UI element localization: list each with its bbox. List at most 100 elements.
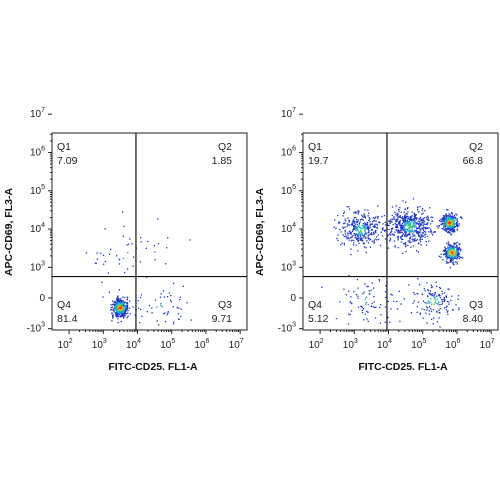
event-dot [458, 307, 460, 309]
event-dot [416, 306, 418, 308]
event-dot [335, 227, 337, 229]
event-dot [432, 292, 434, 295]
event-dot [450, 248, 452, 251]
event-dot [403, 220, 406, 222]
event-dot [353, 227, 355, 229]
event-dot [359, 219, 362, 221]
q1-name: Q1 [308, 141, 322, 153]
event-dot [401, 231, 403, 233]
event-dot [453, 253, 455, 256]
event-dot [460, 249, 462, 251]
event-dot [430, 308, 432, 310]
event-dot [364, 231, 366, 233]
event-dot [411, 218, 413, 221]
event-dot [351, 222, 353, 224]
event-dot [172, 323, 175, 325]
event-dot [459, 250, 462, 252]
event-dot [124, 312, 126, 314]
event-dot [360, 233, 362, 235]
event-dot [419, 216, 422, 218]
event-dot [104, 260, 106, 263]
event-dot [400, 229, 402, 231]
event-dot [357, 237, 360, 239]
event-dot [397, 222, 400, 224]
event-dot [363, 235, 365, 237]
event-dot [391, 230, 393, 232]
event-dot [455, 251, 457, 254]
event-dot [408, 232, 410, 234]
event-dot [443, 223, 445, 225]
event-dot [421, 293, 424, 295]
event-dot [449, 227, 451, 229]
event-dot [453, 242, 455, 244]
event-dot [415, 221, 417, 224]
event-dot [403, 221, 405, 223]
event-dot [416, 311, 418, 314]
event-dot [406, 220, 408, 222]
y-tick-label: 103 [30, 260, 45, 273]
event-dot [351, 239, 353, 241]
event-dot [395, 224, 397, 226]
event-dot [434, 231, 436, 233]
event-dot [371, 302, 373, 305]
event-dot [438, 301, 440, 303]
event-dot [163, 296, 165, 298]
event-dot [127, 310, 129, 312]
event-dot [391, 206, 394, 208]
event-dot [456, 214, 458, 216]
event-dot [445, 253, 447, 255]
event-dot [419, 232, 421, 234]
event-dot [377, 234, 379, 236]
event-dot [404, 228, 406, 230]
event-dot [355, 221, 358, 223]
y-tick-label: 104 [30, 222, 45, 235]
event-dot [446, 258, 448, 260]
event-dot [404, 218, 406, 221]
event-dot [398, 290, 400, 292]
event-dot [448, 228, 451, 230]
event-dot [122, 296, 124, 298]
event-dot [427, 289, 429, 291]
event-dot [419, 230, 421, 232]
event-dot [178, 307, 180, 309]
event-dot [422, 212, 424, 214]
event-dot [423, 230, 426, 233]
event-dot [350, 253, 352, 256]
event-dot [422, 221, 424, 224]
event-dot [343, 211, 346, 213]
event-dot [405, 213, 407, 215]
event-dot [365, 247, 367, 249]
event-dot [449, 215, 451, 218]
event-dot [384, 230, 386, 232]
event-dot [453, 223, 455, 225]
event-dot [456, 244, 458, 246]
event-dot [344, 233, 346, 235]
event-dot [140, 308, 142, 311]
event-dot [359, 234, 361, 236]
event-dot [376, 227, 379, 229]
event-dot [448, 230, 450, 233]
event-dot [413, 219, 415, 222]
event-dot [355, 236, 357, 238]
event-dot [426, 218, 428, 220]
event-dot [133, 256, 135, 258]
event-dot [411, 238, 413, 240]
event-dot [445, 252, 447, 254]
event-dot [439, 287, 442, 290]
event-dot [451, 247, 453, 249]
event-dot [433, 317, 435, 319]
event-dot [427, 219, 429, 221]
event-dot [445, 214, 447, 216]
event-dot [455, 249, 458, 251]
event-dot [438, 317, 440, 319]
event-dot [444, 246, 446, 248]
event-dot [396, 220, 398, 222]
event-dot [157, 243, 160, 245]
event-dot [137, 300, 139, 302]
event-dot [428, 306, 431, 308]
event-dot [417, 278, 419, 280]
event-dot [132, 306, 134, 308]
event-dot [421, 213, 423, 215]
event-dot [398, 215, 400, 217]
event-dot [115, 314, 117, 316]
